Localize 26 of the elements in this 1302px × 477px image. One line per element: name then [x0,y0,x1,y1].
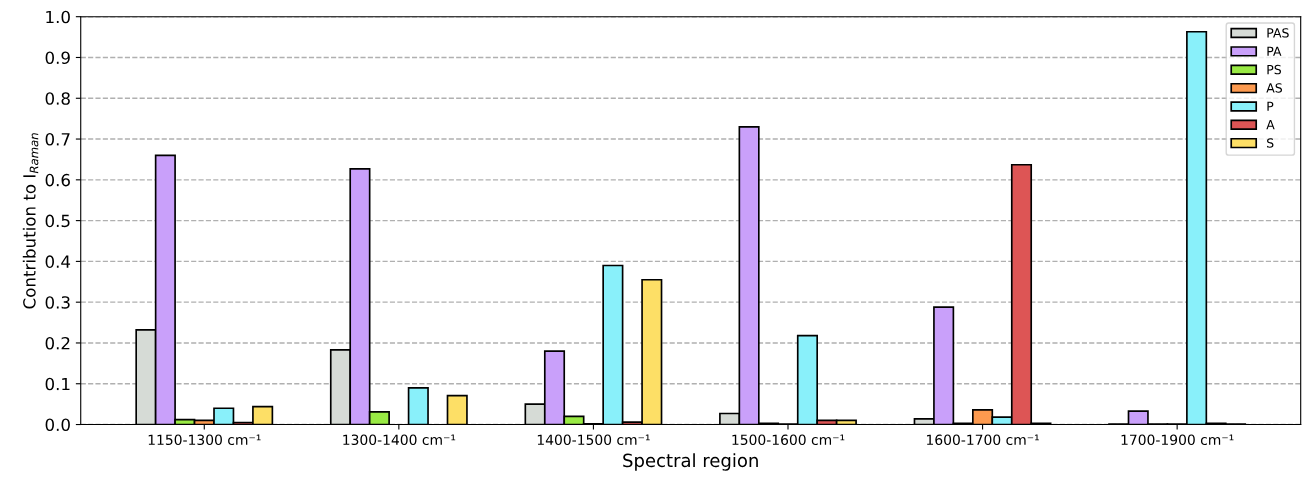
y-axis-title: Contribution to I$_{Raman}$ [22,133,39,309]
legend-label: A [1266,120,1275,130]
y-tick-label: 0.4 [45,255,71,268]
legend-label: S [1267,138,1274,148]
y-tick-label: 0.8 [45,92,70,105]
legend-label: PS [1267,64,1281,75]
y-tick-label: 0.7 [45,133,70,146]
x-tick-label: 1150-1300 cm⁻¹ [148,434,261,445]
y-tick-label: 0.3 [45,296,70,309]
x-tick-label: 1600-1700 cm⁻¹ [927,434,1039,445]
y-tick-label: 0.6 [45,173,70,187]
y-tick-label: 0.9 [45,51,70,65]
y-tick-label: 1.0 [46,10,70,24]
legend-label: PAS [1267,28,1289,38]
legend-label: AS [1266,83,1283,93]
legend-label: PA [1267,46,1282,56]
y-tick-label: 0.5 [45,214,70,228]
y-tick-label: 0.1 [45,377,70,391]
x-tick-label: 1400-1500 cm⁻¹ [537,434,650,445]
y-tick-label: 0.2 [45,336,70,350]
x-axis-title: Spectral region [623,453,758,471]
x-tick-label: 1700-1900 cm⁻¹ [1121,434,1234,445]
x-tick-label: 1300-1400 cm⁻¹ [343,434,456,445]
y-tick-label: 0.0 [45,418,70,432]
x-tick-label: 1500-1600 cm⁻¹ [732,434,845,445]
legend-label: P [1267,101,1274,111]
